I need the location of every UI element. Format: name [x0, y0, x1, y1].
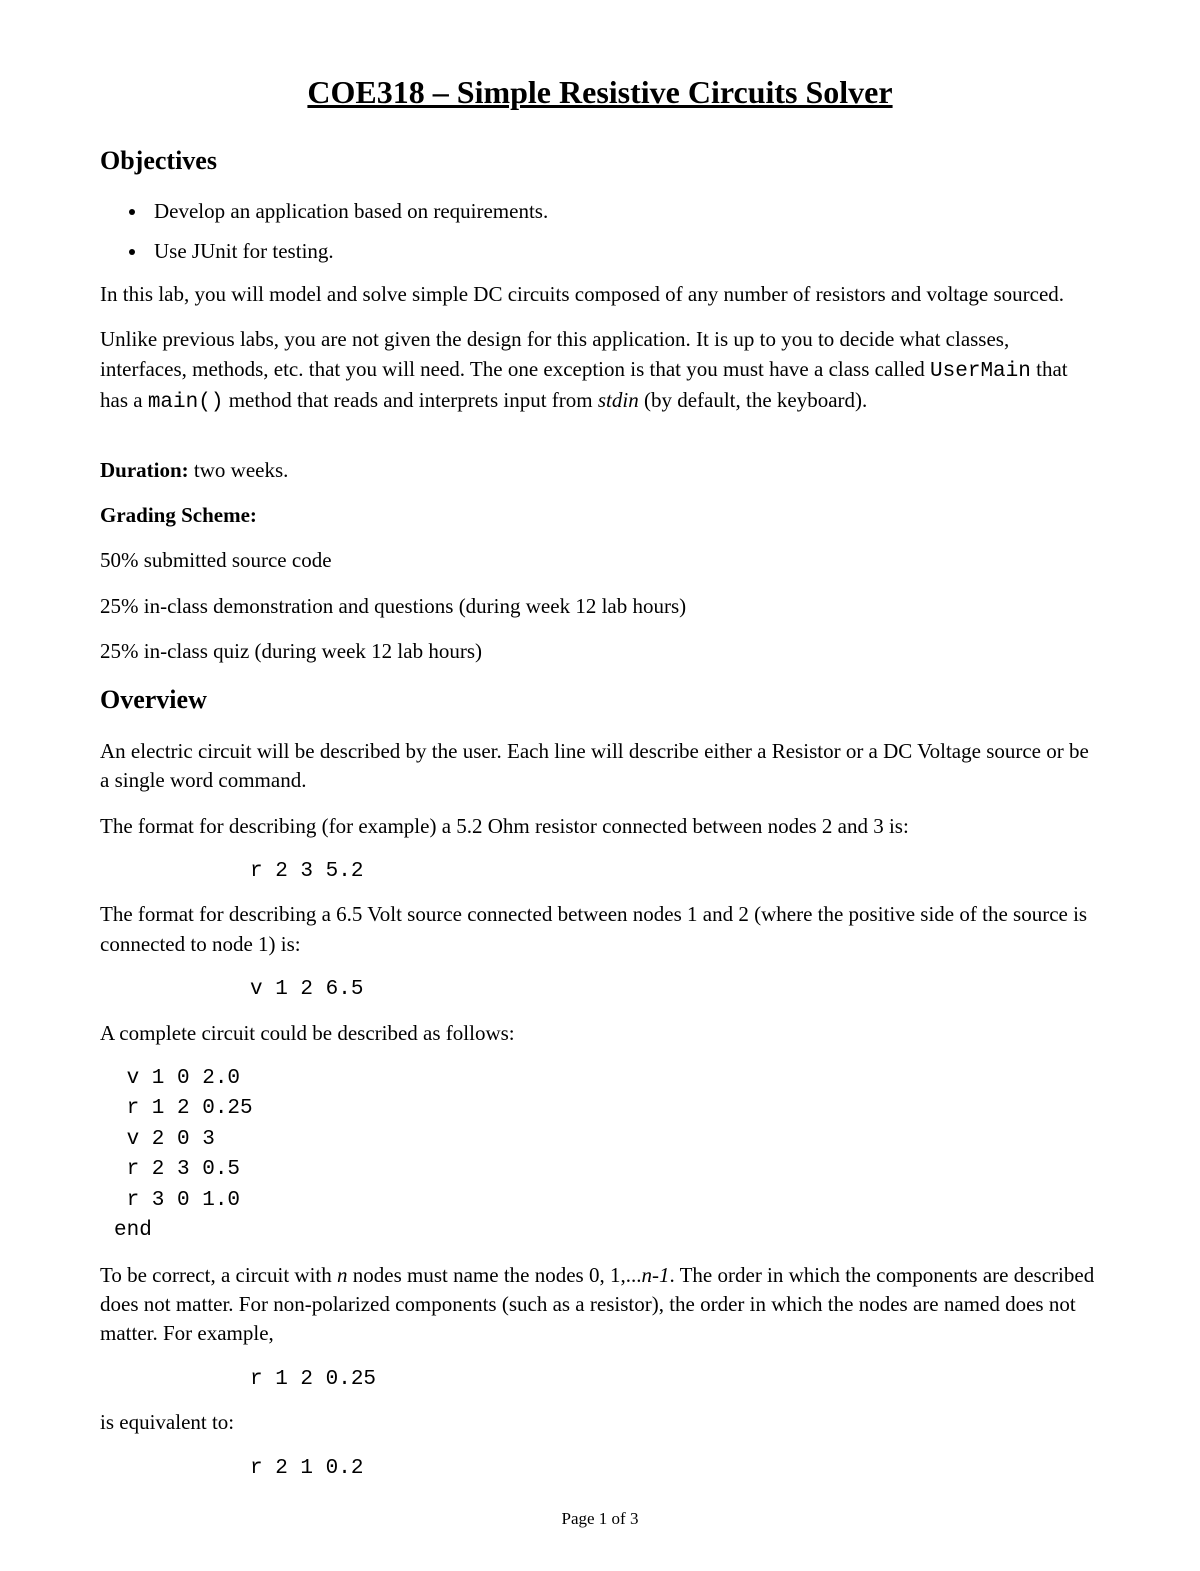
duration-line: Duration: two weeks.: [100, 456, 1100, 485]
text: method that reads and interprets input f…: [223, 388, 597, 412]
inline-italic: stdin: [598, 388, 639, 412]
grading-item: 25% in-class demonstration and questions…: [100, 592, 1100, 621]
grading-item: 25% in-class quiz (during week 12 lab ho…: [100, 637, 1100, 666]
code-example-1: r 2 3 5.2: [100, 857, 1100, 886]
document-title: COE318 – Simple Resistive Circuits Solve…: [100, 70, 1100, 115]
text: Unlike previous labs, you are not given …: [100, 327, 1009, 380]
code-example-4: r 2 1 0.2: [100, 1454, 1100, 1483]
inline-code: UserMain: [930, 360, 1031, 383]
code-block-circuit: v 1 0 2.0 r 1 2 0.25 v 2 0 3 r 2 3 0.5 r…: [100, 1064, 1100, 1247]
duration-value: two weeks.: [189, 458, 289, 482]
text: (by default, the keyboard).: [639, 388, 868, 412]
objectives-heading: Objectives: [100, 143, 1100, 179]
grading-heading: Grading Scheme:: [100, 501, 1100, 530]
overview-para-1: An electric circuit will be described by…: [100, 737, 1100, 796]
objectives-para-2: Unlike previous labs, you are not given …: [100, 325, 1100, 417]
code-example-3: r 1 2 0.25: [100, 1365, 1100, 1394]
objective-item: Use JUnit for testing.: [148, 237, 1100, 266]
overview-heading: Overview: [100, 682, 1100, 718]
grading-item: 50% submitted source code: [100, 546, 1100, 575]
objectives-para-1: In this lab, you will model and solve si…: [100, 280, 1100, 309]
text: nodes must name the nodes 0, 1,...: [348, 1263, 642, 1287]
overview-para-3: The format for describing a 6.5 Volt sou…: [100, 900, 1100, 959]
duration-label: Duration:: [100, 458, 189, 482]
code-example-2: v 1 2 6.5: [100, 975, 1100, 1004]
overview-para-5: To be correct, a circuit with n nodes mu…: [100, 1261, 1100, 1349]
inline-italic: n-1: [641, 1263, 669, 1287]
inline-italic: n: [337, 1263, 348, 1287]
overview-para-4: A complete circuit could be described as…: [100, 1019, 1100, 1048]
page-footer: Page 1 of 3: [100, 1507, 1100, 1531]
objectives-list: Develop an application based on requirem…: [100, 197, 1100, 266]
inline-code: main(): [148, 391, 224, 414]
objective-item: Develop an application based on requirem…: [148, 197, 1100, 226]
overview-para-6: is equivalent to:: [100, 1408, 1100, 1437]
text: To be correct, a circuit with: [100, 1263, 337, 1287]
overview-para-2: The format for describing (for example) …: [100, 812, 1100, 841]
